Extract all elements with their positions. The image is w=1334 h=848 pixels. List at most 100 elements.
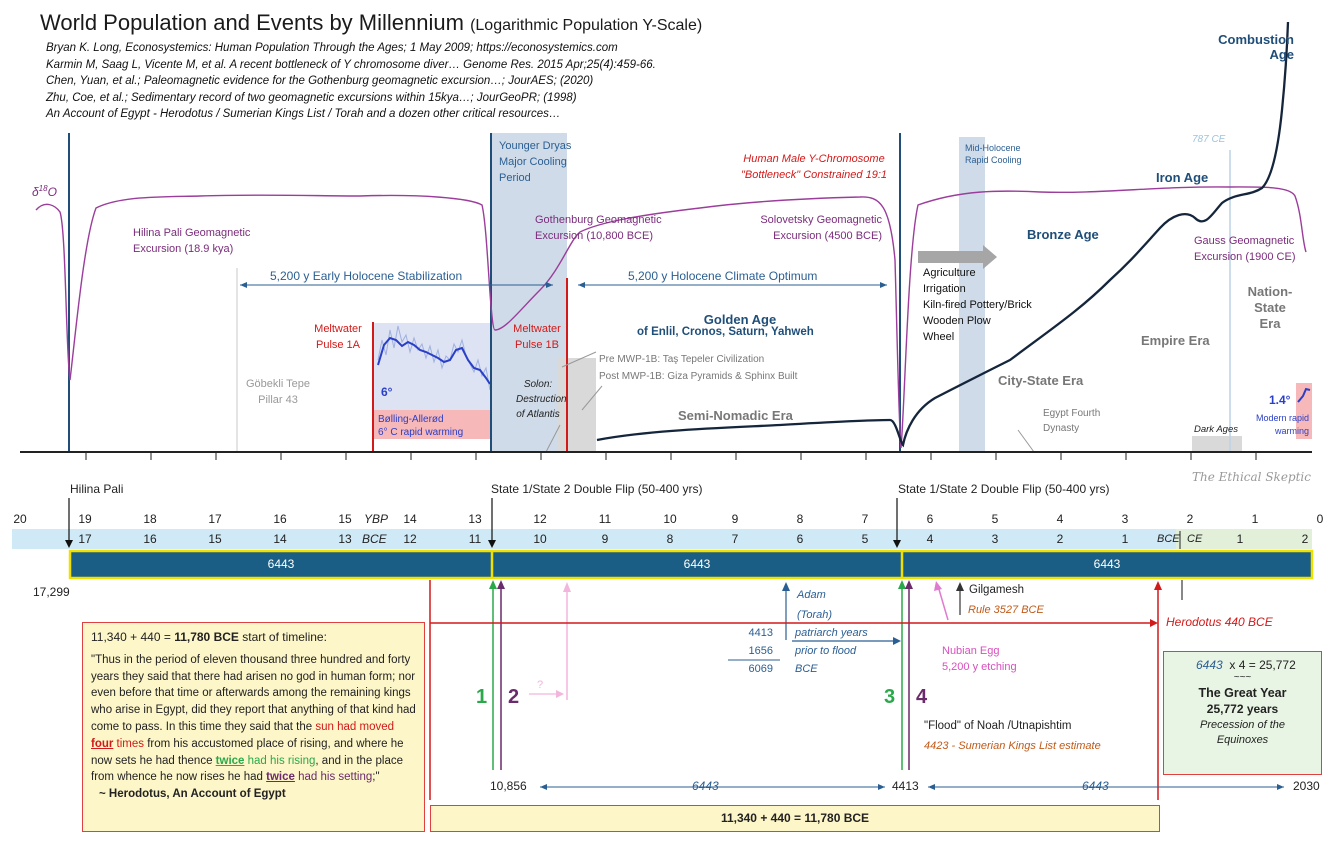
- iron-age-label: Iron Age: [1156, 170, 1209, 185]
- ybp-label: YBP: [364, 512, 389, 526]
- bolling-label: Bølling-Allerød 6° C rapid warming: [378, 414, 464, 438]
- value-2030: 2030: [1293, 779, 1320, 793]
- great-year-calc: 6443 x 4 = 25,772: [1196, 658, 1296, 672]
- bce-tick: 5: [861, 532, 869, 546]
- ce-band: [1176, 529, 1312, 549]
- patriarch-numbers: 4413 1656 6069: [748, 627, 773, 675]
- marker-2: 2: [508, 686, 520, 708]
- ybp-tick: 6: [926, 512, 934, 526]
- sumerian-estimate-label: 4423 - Sumerian Kings List estimate: [924, 740, 1101, 752]
- temperature-record: [377, 336, 491, 385]
- ybp-tick: 9: [731, 512, 739, 526]
- ybp-tick: 7: [861, 512, 869, 526]
- semi-nomadic-era-label: Semi-Nomadic Era: [678, 408, 793, 423]
- agriculture-item: Kiln-fired Pottery/Brick: [923, 299, 1032, 311]
- nubian-egg-label: Nubian Egg 5,200 y etching: [942, 645, 1017, 673]
- egypt-fourth-label: Egypt Fourth Dynasty: [1043, 408, 1101, 434]
- patriarch-text: patriarch years prior to flood BCE: [795, 627, 868, 675]
- gobekli-label: Göbekli Tepe Pillar 43: [245, 378, 310, 406]
- ybp-tick: 10: [663, 512, 677, 526]
- watermark: The Ethical Skeptic: [1192, 470, 1311, 484]
- solovetsky-label: Solovetsky Geomagnetic Excursion (4500 BC…: [760, 214, 882, 242]
- ybp-tick: 13: [468, 512, 482, 526]
- holocene-optimum-label: 5,200 y Holocene Climate Optimum: [628, 269, 818, 283]
- progress-arrow: [918, 245, 997, 269]
- atlantis-band: [558, 358, 596, 452]
- agriculture-item: Wheel: [923, 331, 955, 343]
- bce-tick: 3: [991, 532, 999, 546]
- bce-tick: 16: [143, 532, 157, 546]
- ybp-tick: 11: [598, 512, 612, 526]
- quote-text: "Thus in the period of eleven thousand t…: [91, 653, 416, 784]
- marker-1: 1: [476, 686, 488, 708]
- great-year-years: 25,772 years: [1206, 702, 1279, 716]
- warming-14-label: 1.4°: [1269, 393, 1291, 407]
- great-year-title: The Great Year: [1198, 686, 1287, 700]
- reference: Bryan K. Long, Econosystemics: Human Pop…: [46, 42, 618, 54]
- gauss-label: Gauss Geomagnetic Excursion (1900 CE): [1194, 235, 1296, 263]
- references: Bryan K. Long, Econosystemics: Human Pop…: [46, 40, 656, 123]
- value-4413: 4413: [892, 779, 919, 793]
- bce-tick: 4: [926, 532, 934, 546]
- ybp-tick: 2: [1186, 512, 1194, 526]
- bce-tick: 10: [533, 532, 547, 546]
- ybp-tick: 17: [208, 512, 222, 526]
- bolling-label-box: [374, 410, 491, 439]
- flood-label: "Flood" of Noah /Utnapishtim: [924, 720, 1072, 732]
- mid-holocene-band: [959, 137, 985, 452]
- herodotus-quote-box: 11,340 + 440 = 11,780 BCE start of timel…: [82, 622, 425, 832]
- bce-tick: 2: [1056, 532, 1064, 546]
- ce-tick: 2: [1301, 532, 1309, 546]
- d18o-label: δ18O: [32, 184, 57, 199]
- double-flip-label-1: State 1/State 2 Double Flip (50-400 yrs): [491, 482, 703, 496]
- population-curve: [596, 21, 1290, 448]
- nation-state-era-label: Nation- State Era: [1247, 284, 1293, 331]
- bce-tick: 7: [731, 532, 739, 546]
- block-6443-b: 6443: [683, 557, 711, 571]
- d18o-curve: [35, 186, 1307, 449]
- x-axis-ticks: [85, 452, 1257, 460]
- ybp-tick: 5: [991, 512, 999, 526]
- agriculture-item: Agriculture: [923, 267, 976, 279]
- ybp-tick: 4: [1056, 512, 1064, 526]
- 6443-blocks: [68, 549, 1314, 580]
- golden-age-subtitle: of Enlil, Cronos, Saturn, Yahweh: [637, 326, 814, 338]
- mwp-labels: Pre MWP-1B: Taş Tepeler Civilization Post…: [599, 354, 798, 382]
- ybp-tick: 8: [796, 512, 804, 526]
- mid-holocene-label: Mid-Holocene Rapid Cooling: [965, 143, 1022, 165]
- younger-dryas-band: [491, 133, 567, 452]
- marker-4: 4: [916, 686, 928, 708]
- city-state-era-label: City-State Era: [998, 373, 1084, 388]
- bce-label-2: BCE: [1157, 533, 1180, 545]
- bce-tick: 11: [468, 532, 482, 546]
- ybp-tick: 19: [78, 512, 92, 526]
- bce-tick: 6: [796, 532, 804, 546]
- bce-tick: 15: [208, 532, 222, 546]
- temperature-noise: [377, 325, 491, 391]
- reference: Chen, Yuan, et al.; Paleomagnetic eviden…: [46, 75, 594, 87]
- ybp-tick: 18: [143, 512, 157, 526]
- bce-tick: 12: [403, 532, 417, 546]
- gothenburg-label: Gothenburg Geomagnetic Excursion (10,800 …: [535, 214, 662, 242]
- meltwater-1a-label: Meltwater Pulse 1A: [314, 323, 362, 351]
- modern-warming-label: Modern rapid warming: [1255, 413, 1309, 436]
- agriculture-item: Wooden Plow: [923, 315, 991, 327]
- great-year-caption: Precession of the Equinoxes: [1200, 719, 1285, 746]
- ybp-tick: 20: [13, 512, 27, 526]
- great-year-approx: ~~~: [1233, 672, 1252, 683]
- herodotus-440-label: Herodotus 440 BCE: [1166, 615, 1273, 629]
- bce-tick: 9: [601, 532, 609, 546]
- hilina-pali-marker-label: Hilina Pali: [70, 482, 124, 496]
- reference: Zhu, Coe, et al.; Sedimentary record of …: [46, 91, 577, 104]
- bce-tick: 17: [78, 532, 92, 546]
- gilgamesh-label: Gilgamesh: [969, 584, 1024, 596]
- bce-tick: 14: [273, 532, 287, 546]
- ybp-tick: 3: [1121, 512, 1129, 526]
- rule-3527-label: Rule 3527 BCE: [968, 604, 1044, 616]
- quote-attribution: ~ Herodotus, An Account of Egypt: [99, 788, 286, 801]
- combustion-age-label: Combustion Age: [1218, 32, 1294, 62]
- value-17299: 17,299: [33, 585, 70, 599]
- span-6443-a: 6443: [692, 779, 719, 793]
- reference: An Account of Egypt - Herodotus / Sumeri…: [46, 108, 561, 120]
